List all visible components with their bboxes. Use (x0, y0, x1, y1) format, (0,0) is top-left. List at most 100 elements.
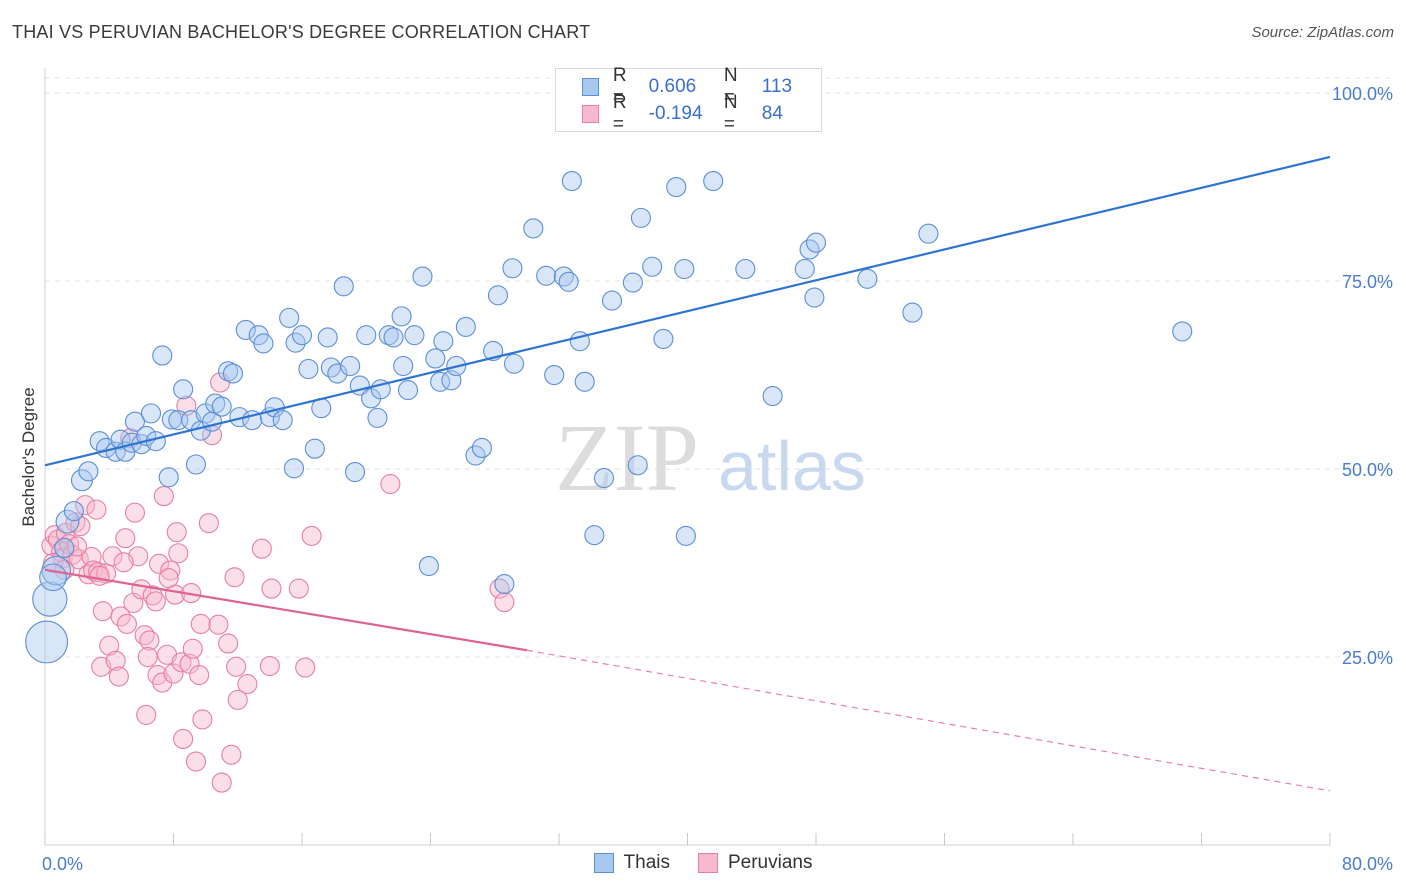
peruvian-point (47, 529, 68, 550)
thai-point (185, 454, 207, 475)
thai-point (25, 620, 69, 664)
axes (44, 68, 1331, 846)
thai-swatch (582, 78, 599, 96)
series-legend: Thais Peruvians (0, 852, 1406, 874)
chart-title: THAI VS PERUVIAN BACHELOR'S DEGREE CORRE… (12, 22, 591, 42)
peruvian-n-value: 84 (761, 103, 783, 124)
thai-point (584, 525, 605, 546)
thai-point (918, 223, 939, 244)
peruvian-point (166, 522, 187, 543)
thai-point (55, 509, 80, 534)
thai-point (327, 363, 348, 384)
thai-point (404, 325, 425, 346)
thai-point (54, 537, 75, 559)
thais-swatch (593, 853, 614, 873)
peruvian-point (68, 549, 89, 570)
n-label: N = (723, 65, 738, 108)
peruvian-point (185, 751, 207, 772)
thai-point (412, 266, 433, 287)
tick-labels: 25.0% 50.0% 75.0% 100.0% 0.0% 80.0% (42, 84, 1393, 874)
thai-point (32, 581, 68, 617)
peruvian-point (105, 650, 126, 671)
peruvian-point (189, 665, 210, 686)
peruvian-point (115, 528, 136, 549)
gridlines (45, 77, 1392, 658)
peruvian-point (148, 553, 170, 574)
source-label: Source: ZipAtlas.com (1251, 24, 1394, 41)
peruvian-point (168, 543, 189, 564)
thai-point (304, 438, 325, 459)
thai-point (735, 258, 756, 280)
thai-point (397, 380, 419, 401)
thai-point (340, 355, 361, 377)
thai-trend-line (44, 155, 1331, 467)
peruvian-point (261, 578, 282, 599)
watermark-atlas: atlas (718, 427, 866, 505)
thai-r-value: 0.606 (648, 76, 697, 97)
thai-point (211, 396, 232, 417)
y-tick-label: 75.0% (1342, 272, 1393, 292)
peruvian-point (192, 709, 213, 730)
thai-point (536, 265, 557, 286)
legend-row-peruvian: R = -0.194 N = 84 (582, 92, 821, 135)
thai-point (804, 287, 825, 308)
peruvian-point (160, 560, 181, 581)
thai-point (902, 302, 923, 323)
peruvian-point (163, 663, 184, 684)
thai-point (561, 170, 582, 192)
peruvian-point (182, 638, 203, 659)
thai-point (63, 501, 84, 522)
peruvian-point (86, 499, 107, 520)
thai-point (152, 345, 173, 366)
thai-point (124, 411, 145, 432)
thai-point (703, 170, 724, 192)
thai-point (674, 258, 695, 280)
thai-point (39, 563, 67, 592)
thai-point (675, 525, 696, 546)
peruvian-point (494, 592, 515, 613)
peruvian-point (218, 633, 239, 654)
y-tick-label: 25.0% (1342, 648, 1393, 668)
thai-point (391, 306, 412, 327)
thai-point (158, 467, 179, 488)
peruvian-point (124, 502, 145, 523)
thai-point (630, 207, 651, 228)
peruvian-point (221, 744, 242, 765)
trend-lines (44, 155, 1331, 792)
thai-point (762, 386, 783, 407)
legend-item-thais[interactable]: Thais (593, 852, 670, 874)
y-tick-label: 50.0% (1342, 460, 1393, 480)
peruvian-point (190, 613, 211, 634)
peruvian-point (116, 613, 137, 634)
thai-point (1172, 321, 1193, 342)
peruvian-point (139, 630, 160, 651)
thai-point (173, 379, 194, 400)
peruvians-label: Peruvians (727, 852, 813, 873)
peruvian-point (295, 657, 316, 678)
peruvian-point (142, 585, 163, 606)
legend-row-thai: R = 0.606 N = 113 (582, 65, 821, 108)
watermark-zip: ZIP (555, 404, 699, 511)
thais-label: Thais (623, 852, 670, 873)
thai-point (627, 455, 648, 476)
thai-point (298, 358, 319, 380)
peruvian-point (198, 513, 219, 534)
thai-point (642, 256, 663, 277)
thai-point (383, 327, 404, 348)
stats-legend: R = 0.606 N = 113 R = -0.194 N = 84 (555, 65, 822, 135)
thai-point (78, 461, 99, 482)
thai-point (110, 429, 131, 450)
peruvian-swatch (582, 105, 599, 123)
watermark: ZIP atlas (555, 404, 866, 511)
thai-point (653, 328, 674, 349)
peruvian-point (208, 614, 229, 635)
peruvian-point (224, 567, 245, 588)
thai-point (333, 276, 354, 297)
peruvian-point (99, 635, 120, 656)
thai-point (367, 407, 388, 428)
peruvian-point (173, 728, 194, 750)
peruvian-point (89, 565, 110, 586)
peruvian-point (380, 474, 401, 495)
legend-item-peruvians[interactable]: Peruvians (697, 852, 813, 874)
